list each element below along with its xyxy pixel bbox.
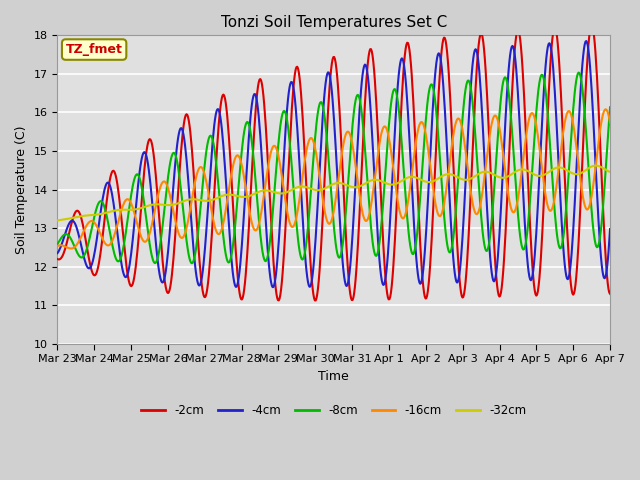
Text: TZ_fmet: TZ_fmet [66, 43, 123, 56]
Legend: -2cm, -4cm, -8cm, -16cm, -32cm: -2cm, -4cm, -8cm, -16cm, -32cm [136, 399, 531, 421]
X-axis label: Time: Time [318, 370, 349, 383]
Y-axis label: Soil Temperature (C): Soil Temperature (C) [15, 125, 28, 254]
Title: Tonzi Soil Temperatures Set C: Tonzi Soil Temperatures Set C [221, 15, 447, 30]
